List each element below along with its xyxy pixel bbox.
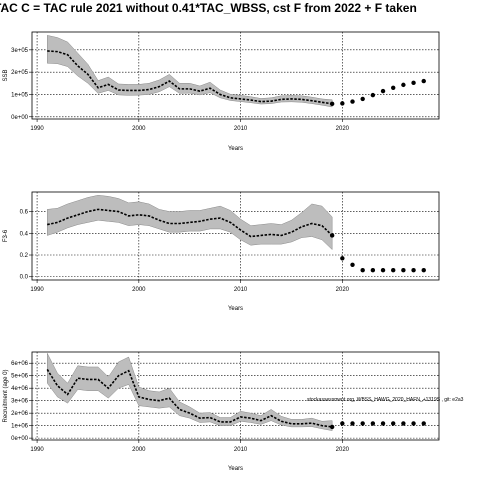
forecast-point xyxy=(350,99,355,104)
x-tick-label: 2020 xyxy=(336,287,350,293)
y-tick-label: 0.0 xyxy=(20,275,29,281)
ssb-panel: 1990 2000 2010 2020 0e+00 1e+05 2e+05 3e+05 Year… xyxy=(3,31,440,152)
forecast-point xyxy=(360,96,365,102)
confidence-band xyxy=(47,353,333,431)
confidence-band xyxy=(47,195,333,251)
forecast-point xyxy=(370,421,376,426)
forecast-point xyxy=(350,262,355,267)
assessment-annotation: stockassessment.org, WBSS_HAWG_2020_HAFN… xyxy=(307,397,464,403)
x-tick-label: 1990 xyxy=(30,126,44,132)
forecast-point xyxy=(360,421,365,426)
y-tick-label: 1e+05 xyxy=(11,92,29,98)
forecast-point xyxy=(340,101,345,106)
forecast-point xyxy=(401,421,406,426)
forecast-point xyxy=(340,421,345,426)
forecast-point xyxy=(411,80,416,86)
forecast-point xyxy=(421,268,426,273)
y-tick-label: 2e+05 xyxy=(11,70,29,76)
x-tick-label: 2010 xyxy=(234,126,248,132)
x-tick-label: 2010 xyxy=(234,447,248,453)
plot-frame xyxy=(31,351,440,441)
forecast-point xyxy=(380,268,386,273)
forecast-point xyxy=(411,421,416,426)
forecast-point xyxy=(391,268,396,273)
forecast-point xyxy=(391,421,396,426)
y-axis-label: SSB xyxy=(3,69,9,81)
x-tick-label: 1990 xyxy=(30,447,44,453)
x-axis-label: Years xyxy=(228,146,243,152)
forecast-point xyxy=(421,421,426,426)
forecast-point xyxy=(350,421,355,426)
x-tick-label: 1990 xyxy=(30,287,44,293)
y-tick-label: 0.4 xyxy=(20,231,29,237)
plot-frame xyxy=(31,191,440,281)
recruitment-panel: 1990 2000 2010 2020 0e+00 1e+06 2e+06 3e+06 4e+0… xyxy=(3,351,440,472)
forecast-point xyxy=(340,256,345,261)
x-tick-label: 2000 xyxy=(132,287,146,293)
y-tick-label: 0e+00 xyxy=(11,115,29,121)
chart-title-text: TAC C = TAC rule 2021 without 0.41*TAC_W… xyxy=(0,1,417,15)
plot-frame xyxy=(31,31,440,120)
x-tick-label: 2000 xyxy=(132,126,146,132)
forecast-point xyxy=(329,424,335,430)
chart-title: TAC C = TAC rule 2021 without 0.41*TAC_W… xyxy=(0,0,480,18)
x-tick-label: 2000 xyxy=(132,447,146,453)
forecast-point xyxy=(380,421,386,426)
y-tick-label: 0.6 xyxy=(20,210,29,216)
forecast-point xyxy=(329,101,335,107)
x-tick-label: 2020 xyxy=(336,447,350,453)
forecast-point xyxy=(391,85,396,90)
x-axis-label: Years xyxy=(228,306,243,312)
forecast-point xyxy=(370,92,376,98)
x-tick-label: 2010 xyxy=(234,287,248,293)
f-panel: 1990 2000 2010 2020 0.0 0.2 0.4 0.6 Years F3-6 xyxy=(3,191,440,312)
y-tick-label: 0e+00 xyxy=(11,436,29,442)
forecast-point xyxy=(411,268,416,273)
forecast-point xyxy=(401,82,406,88)
forecast-point xyxy=(360,268,365,273)
y-tick-label: 3e+06 xyxy=(11,399,29,405)
estimate-line xyxy=(46,369,333,428)
forecast-point xyxy=(370,268,376,273)
forecast-point xyxy=(380,88,386,94)
forecast-point xyxy=(329,233,335,238)
y-axis-label: Recruitment (age 0) xyxy=(3,369,9,422)
y-tick-label: 4e+06 xyxy=(11,386,29,392)
estimate-line xyxy=(47,50,333,105)
y-axis-label: F3-6 xyxy=(3,229,9,242)
confidence-band xyxy=(47,35,333,108)
y-tick-label: 5e+06 xyxy=(11,374,29,380)
estimate-line xyxy=(47,208,333,238)
y-tick-label: 3e+05 xyxy=(11,48,29,54)
x-tick-label: 2020 xyxy=(336,126,350,132)
y-tick-label: 2e+06 xyxy=(11,411,29,417)
forecast-point xyxy=(401,268,406,273)
y-tick-label: 6e+06 xyxy=(11,361,29,367)
y-tick-label: 0.2 xyxy=(20,253,29,259)
forecast-point xyxy=(421,78,426,84)
y-tick-label: 1e+06 xyxy=(11,424,29,430)
x-axis-label: Years xyxy=(228,466,243,472)
